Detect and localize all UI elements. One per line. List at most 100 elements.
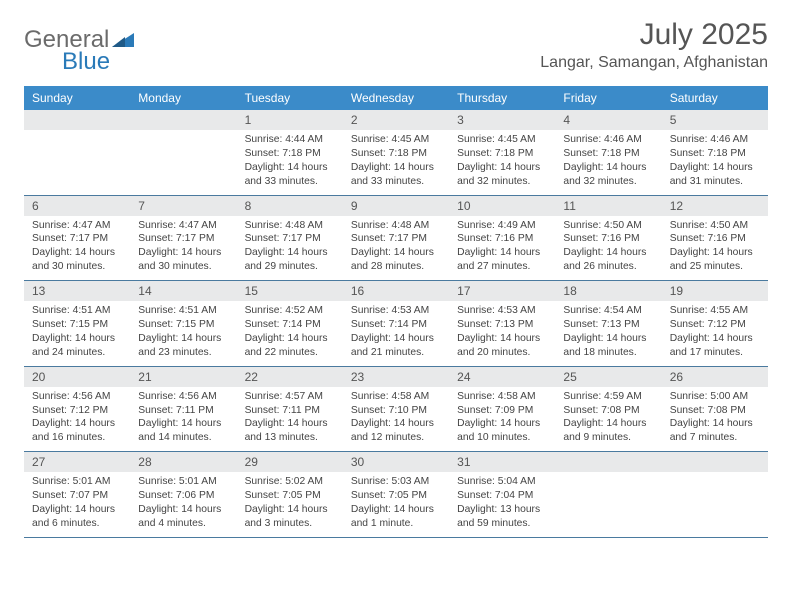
daylight-text: Daylight: 14 hours and 17 minutes. [670, 332, 760, 360]
sunrise-text: Sunrise: 4:50 AM [563, 219, 653, 233]
daylight-text: Daylight: 14 hours and 9 minutes. [563, 417, 653, 445]
calendar-cell [24, 110, 130, 195]
calendar-cell: 8Sunrise: 4:48 AMSunset: 7:17 PMDaylight… [237, 196, 343, 281]
sunrise-text: Sunrise: 4:53 AM [457, 304, 547, 318]
sunset-text: Sunset: 7:15 PM [32, 318, 122, 332]
sunset-text: Sunset: 7:12 PM [32, 404, 122, 418]
sunset-text: Sunset: 7:10 PM [351, 404, 441, 418]
calendar-cell: 10Sunrise: 4:49 AMSunset: 7:16 PMDayligh… [449, 196, 555, 281]
location-text: Langar, Samangan, Afghanistan [540, 54, 768, 72]
sunset-text: Sunset: 7:13 PM [563, 318, 653, 332]
calendar-cell: 31Sunrise: 5:04 AMSunset: 7:04 PMDayligh… [449, 452, 555, 537]
sunrise-text: Sunrise: 4:58 AM [457, 390, 547, 404]
sunset-text: Sunset: 7:18 PM [457, 147, 547, 161]
sunrise-text: Sunrise: 4:48 AM [245, 219, 335, 233]
sunset-text: Sunset: 7:16 PM [563, 232, 653, 246]
date-number: 28 [130, 452, 236, 472]
date-number: 16 [343, 281, 449, 301]
sunrise-text: Sunrise: 4:47 AM [32, 219, 122, 233]
date-number [555, 452, 661, 472]
calendar-cell: 9Sunrise: 4:48 AMSunset: 7:17 PMDaylight… [343, 196, 449, 281]
date-number [662, 452, 768, 472]
daylight-text: Daylight: 14 hours and 6 minutes. [32, 503, 122, 531]
sunrise-text: Sunrise: 4:48 AM [351, 219, 441, 233]
calendar-cell: 19Sunrise: 4:55 AMSunset: 7:12 PMDayligh… [662, 281, 768, 366]
daylight-text: Daylight: 14 hours and 26 minutes. [563, 246, 653, 274]
date-number: 1 [237, 110, 343, 130]
calendar-cell: 3Sunrise: 4:45 AMSunset: 7:18 PMDaylight… [449, 110, 555, 195]
calendar-cell: 20Sunrise: 4:56 AMSunset: 7:12 PMDayligh… [24, 367, 130, 452]
daylight-text: Daylight: 14 hours and 4 minutes. [138, 503, 228, 531]
sunrise-text: Sunrise: 4:47 AM [138, 219, 228, 233]
sunrise-text: Sunrise: 5:01 AM [32, 475, 122, 489]
date-number: 23 [343, 367, 449, 387]
sunrise-text: Sunrise: 5:00 AM [670, 390, 760, 404]
sunset-text: Sunset: 7:05 PM [245, 489, 335, 503]
daylight-text: Daylight: 14 hours and 30 minutes. [32, 246, 122, 274]
date-number: 9 [343, 196, 449, 216]
sunset-text: Sunset: 7:12 PM [670, 318, 760, 332]
day-header-sun: Sunday [24, 86, 130, 110]
logo: GeneralBlue [24, 18, 134, 76]
calendar-cell: 28Sunrise: 5:01 AMSunset: 7:06 PMDayligh… [130, 452, 236, 537]
calendar-cell: 1Sunrise: 4:44 AMSunset: 7:18 PMDaylight… [237, 110, 343, 195]
sunset-text: Sunset: 7:17 PM [245, 232, 335, 246]
calendar-cell: 16Sunrise: 4:53 AMSunset: 7:14 PMDayligh… [343, 281, 449, 366]
day-info: Sunrise: 4:49 AMSunset: 7:16 PMDaylight:… [449, 216, 555, 281]
sunrise-text: Sunrise: 5:01 AM [138, 475, 228, 489]
day-info: Sunrise: 4:56 AMSunset: 7:11 PMDaylight:… [130, 387, 236, 452]
sunset-text: Sunset: 7:11 PM [138, 404, 228, 418]
sunset-text: Sunset: 7:14 PM [351, 318, 441, 332]
day-header-sat: Saturday [662, 86, 768, 110]
sunset-text: Sunset: 7:06 PM [138, 489, 228, 503]
day-info: Sunrise: 4:56 AMSunset: 7:12 PMDaylight:… [24, 387, 130, 452]
day-header-wed: Wednesday [343, 86, 449, 110]
daylight-text: Daylight: 14 hours and 14 minutes. [138, 417, 228, 445]
date-number: 27 [24, 452, 130, 472]
day-info: Sunrise: 4:51 AMSunset: 7:15 PMDaylight:… [24, 301, 130, 366]
day-info: Sunrise: 4:50 AMSunset: 7:16 PMDaylight:… [662, 216, 768, 281]
calendar-cell: 12Sunrise: 4:50 AMSunset: 7:16 PMDayligh… [662, 196, 768, 281]
date-number: 24 [449, 367, 555, 387]
sunrise-text: Sunrise: 4:56 AM [32, 390, 122, 404]
calendar-cell [555, 452, 661, 537]
sunset-text: Sunset: 7:08 PM [563, 404, 653, 418]
sunrise-text: Sunrise: 4:45 AM [351, 133, 441, 147]
weeks-container: 1Sunrise: 4:44 AMSunset: 7:18 PMDaylight… [24, 110, 768, 538]
day-info: Sunrise: 4:53 AMSunset: 7:13 PMDaylight:… [449, 301, 555, 366]
sunset-text: Sunset: 7:18 PM [351, 147, 441, 161]
daylight-text: Daylight: 14 hours and 32 minutes. [457, 161, 547, 189]
calendar: Sunday Monday Tuesday Wednesday Thursday… [24, 86, 768, 538]
title-block: July 2025 Langar, Samangan, Afghanistan [540, 18, 768, 72]
day-info: Sunrise: 4:46 AMSunset: 7:18 PMDaylight:… [555, 130, 661, 195]
calendar-cell: 29Sunrise: 5:02 AMSunset: 7:05 PMDayligh… [237, 452, 343, 537]
day-info: Sunrise: 4:50 AMSunset: 7:16 PMDaylight:… [555, 216, 661, 281]
sunset-text: Sunset: 7:16 PM [670, 232, 760, 246]
sunrise-text: Sunrise: 5:03 AM [351, 475, 441, 489]
daylight-text: Daylight: 14 hours and 20 minutes. [457, 332, 547, 360]
day-info: Sunrise: 4:48 AMSunset: 7:17 PMDaylight:… [343, 216, 449, 281]
sunset-text: Sunset: 7:09 PM [457, 404, 547, 418]
daylight-text: Daylight: 14 hours and 27 minutes. [457, 246, 547, 274]
daylight-text: Daylight: 14 hours and 28 minutes. [351, 246, 441, 274]
daylight-text: Daylight: 14 hours and 30 minutes. [138, 246, 228, 274]
day-info: Sunrise: 5:01 AMSunset: 7:06 PMDaylight:… [130, 472, 236, 537]
calendar-cell: 27Sunrise: 5:01 AMSunset: 7:07 PMDayligh… [24, 452, 130, 537]
daylight-text: Daylight: 14 hours and 16 minutes. [32, 417, 122, 445]
date-number: 6 [24, 196, 130, 216]
calendar-cell: 2Sunrise: 4:45 AMSunset: 7:18 PMDaylight… [343, 110, 449, 195]
sunrise-text: Sunrise: 4:59 AM [563, 390, 653, 404]
sunrise-text: Sunrise: 4:56 AM [138, 390, 228, 404]
day-info: Sunrise: 4:57 AMSunset: 7:11 PMDaylight:… [237, 387, 343, 452]
day-info: Sunrise: 4:48 AMSunset: 7:17 PMDaylight:… [237, 216, 343, 281]
day-info [662, 472, 768, 481]
daylight-text: Daylight: 14 hours and 12 minutes. [351, 417, 441, 445]
sunset-text: Sunset: 7:11 PM [245, 404, 335, 418]
date-number: 29 [237, 452, 343, 472]
sunset-text: Sunset: 7:13 PM [457, 318, 547, 332]
day-info [130, 130, 236, 139]
date-number: 25 [555, 367, 661, 387]
calendar-cell: 4Sunrise: 4:46 AMSunset: 7:18 PMDaylight… [555, 110, 661, 195]
daylight-text: Daylight: 14 hours and 25 minutes. [670, 246, 760, 274]
sunrise-text: Sunrise: 4:51 AM [138, 304, 228, 318]
